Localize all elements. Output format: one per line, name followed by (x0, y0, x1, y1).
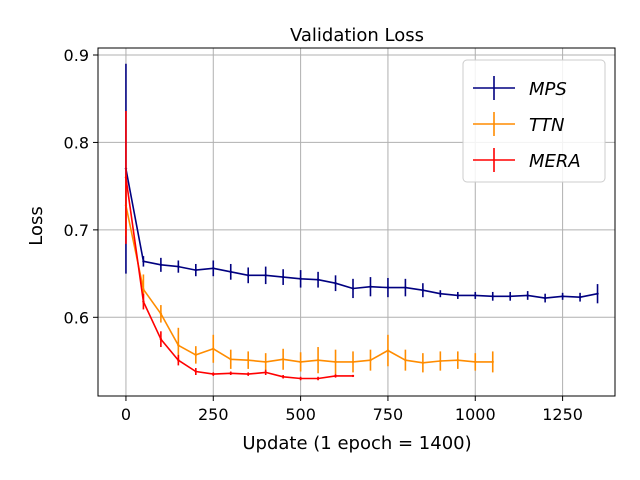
ttn-point (404, 358, 407, 362)
mps-point (177, 265, 180, 268)
ttn-point (177, 344, 180, 347)
mera-point (212, 372, 215, 376)
mps-point (316, 278, 320, 281)
x-tick-label: 250 (198, 405, 229, 424)
ttn-point (369, 358, 372, 362)
chart-title: Validation Loss (290, 25, 424, 46)
mera-point (142, 300, 145, 303)
mera-point (247, 372, 250, 376)
legend-label-mps: MPS (529, 79, 567, 100)
mera-point (177, 358, 180, 362)
mps-point (404, 286, 407, 289)
legend-item-ttn: TTN (473, 112, 564, 136)
mps-point (351, 287, 355, 290)
ttn-point (316, 358, 320, 362)
mps-point (229, 270, 232, 274)
legend-item-mera: MERA (473, 148, 581, 172)
x-axis-title: Update (1 epoch = 1400) (242, 433, 471, 454)
legend-label-ttn: TTN (529, 115, 564, 136)
ttn-point (456, 358, 460, 362)
y-tick-label: 0.6 (64, 308, 89, 327)
mps-point (596, 292, 599, 295)
mps-point (561, 295, 564, 298)
mps-point (421, 289, 425, 292)
mps-point (369, 285, 372, 288)
mps-point (526, 294, 529, 297)
x-tick-label: 500 (285, 405, 316, 424)
ttn-point (474, 360, 477, 364)
mps-point (334, 282, 337, 285)
mps-point (194, 268, 198, 272)
mera-point (229, 372, 232, 375)
ttn-point (334, 360, 337, 364)
mps-line (125, 168, 598, 299)
x-tick-label: 750 (373, 405, 404, 424)
mps-point (142, 260, 145, 263)
mps-point (159, 263, 163, 267)
ttn-point (351, 360, 355, 364)
mps-point (578, 295, 582, 299)
mera-point (351, 374, 355, 378)
x-tick-label: 0 (121, 405, 131, 424)
plot-frame (97, 47, 616, 397)
mera-point (281, 375, 285, 378)
legend-label-mera: MERA (529, 151, 581, 172)
mps-point (386, 286, 390, 289)
mera-point (124, 176, 128, 179)
ttn-point (194, 353, 198, 357)
mps-point (264, 274, 267, 277)
ttn-point (229, 358, 232, 361)
ttn-point (439, 359, 442, 363)
ttn-point (281, 358, 285, 361)
mps-point (299, 277, 302, 281)
ttn-point (212, 347, 215, 350)
y-tick-label: 0.7 (64, 221, 89, 240)
mera-series (124, 110, 355, 381)
mps-point (456, 294, 460, 297)
ttn-point (386, 349, 390, 352)
mps-point (212, 267, 215, 270)
y-tick-label: 0.9 (64, 46, 89, 65)
ttn-line (125, 205, 493, 364)
mps-point (543, 296, 547, 300)
mera-point (334, 374, 337, 378)
ttn-point (264, 360, 267, 364)
ttn-point (421, 361, 425, 364)
mera-point (159, 337, 163, 341)
series-group (124, 63, 599, 381)
mera-line (125, 177, 353, 380)
ttn-point (491, 360, 494, 364)
mps-point (247, 274, 250, 277)
mera-point (316, 377, 320, 380)
ttn-point (159, 312, 163, 316)
y-axis-title: Loss (26, 206, 47, 245)
y-tick-label: 0.8 (64, 133, 89, 152)
mps-point (439, 292, 442, 295)
mps-point (491, 295, 494, 298)
ttn-point (299, 360, 302, 364)
mera-point (264, 371, 267, 374)
x-tick-label: 1250 (542, 405, 583, 424)
mera-point (299, 377, 302, 380)
mps-point (474, 294, 477, 297)
x-tick-label: 1000 (455, 405, 496, 424)
mera-point (194, 370, 198, 373)
axis-ticks: 0 250 500 750 1000 1250 0.6 0.7 0.8 0.9 (64, 46, 583, 424)
mps-point (281, 275, 285, 279)
ttn-point (142, 288, 145, 291)
legend-box (462, 59, 606, 183)
ttn-series (124, 174, 494, 375)
legend: MPS TTN MERA (462, 59, 606, 183)
mps-point (509, 295, 512, 298)
legend-item-mps: MPS (473, 76, 567, 100)
ttn-point (247, 358, 250, 362)
